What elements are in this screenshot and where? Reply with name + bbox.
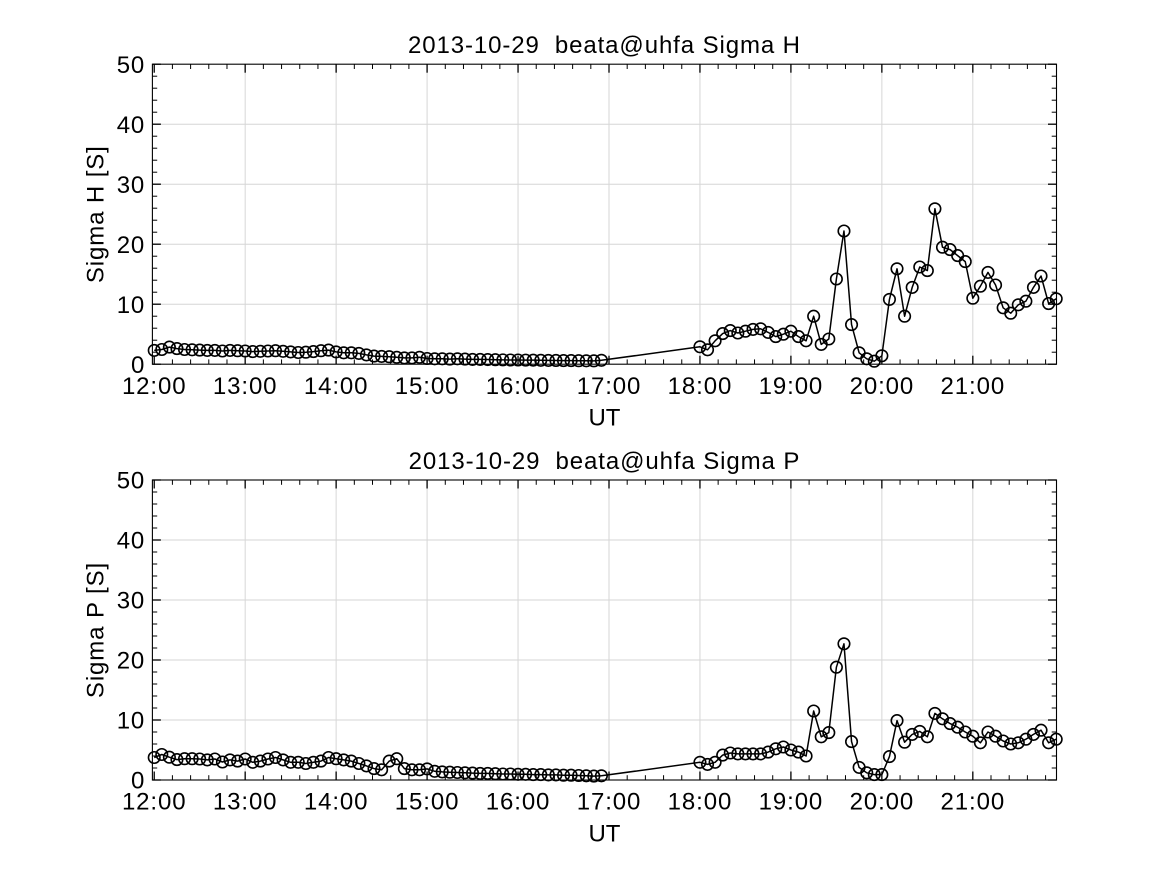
svg-text:16:00: 16:00: [486, 373, 551, 400]
svg-text:14:00: 14:00: [304, 789, 369, 816]
svg-text:12:00: 12:00: [122, 373, 187, 400]
svg-text:15:00: 15:00: [395, 789, 460, 816]
svg-text:13:00: 13:00: [213, 373, 278, 400]
svg-text:18:00: 18:00: [668, 789, 733, 816]
svg-text:2013-10-29 beata@uhfa Sigma P: 2013-10-29 beata@uhfa Sigma P: [409, 448, 801, 475]
svg-text:19:00: 19:00: [759, 373, 824, 400]
svg-text:UT: UT: [588, 405, 620, 432]
svg-text:10: 10: [117, 292, 146, 319]
svg-text:12:00: 12:00: [122, 789, 187, 816]
svg-text:21:00: 21:00: [941, 789, 1006, 816]
svg-text:UT: UT: [588, 820, 620, 847]
svg-text:0: 0: [131, 768, 145, 795]
svg-text:17:00: 17:00: [577, 789, 642, 816]
svg-text:0: 0: [131, 352, 145, 379]
svg-text:20: 20: [117, 648, 146, 675]
svg-text:30: 30: [117, 172, 146, 199]
svg-text:16:00: 16:00: [486, 789, 551, 816]
svg-text:50: 50: [117, 468, 146, 495]
svg-text:13:00: 13:00: [213, 789, 278, 816]
svg-text:40: 40: [117, 528, 146, 555]
svg-text:17:00: 17:00: [577, 373, 642, 400]
svg-text:Sigma H [S]: Sigma H [S]: [83, 145, 110, 283]
svg-text:40: 40: [117, 112, 146, 139]
svg-text:Sigma P [S]: Sigma P [S]: [83, 562, 110, 698]
svg-text:10: 10: [117, 708, 146, 735]
svg-text:2013-10-29 beata@uhfa Sigma H: 2013-10-29 beata@uhfa Sigma H: [408, 32, 801, 59]
svg-text:30: 30: [117, 588, 146, 615]
svg-text:20:00: 20:00: [850, 373, 915, 400]
svg-text:15:00: 15:00: [395, 373, 460, 400]
svg-text:19:00: 19:00: [759, 789, 824, 816]
svg-text:20:00: 20:00: [850, 789, 915, 816]
svg-text:20: 20: [117, 232, 146, 259]
svg-text:18:00: 18:00: [668, 373, 733, 400]
svg-text:14:00: 14:00: [304, 373, 369, 400]
svg-text:21:00: 21:00: [941, 373, 1006, 400]
svg-text:50: 50: [117, 52, 146, 79]
